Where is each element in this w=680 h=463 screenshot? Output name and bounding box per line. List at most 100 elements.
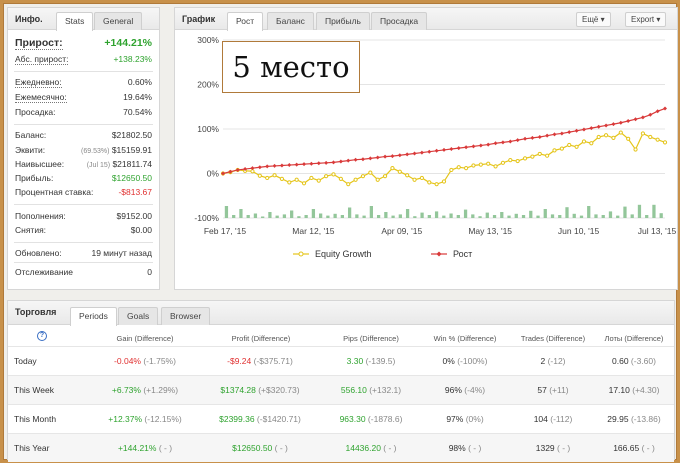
- equity-point: [287, 180, 292, 185]
- equity-point: [603, 133, 609, 138]
- tracking-value: 0: [147, 267, 152, 277]
- tab-stats[interactable]: Stats: [56, 12, 94, 31]
- growth-point: [316, 161, 321, 166]
- profit-value: $12650.50: [111, 173, 152, 183]
- cell-value: +6.73%: [111, 385, 141, 395]
- growth-point: [611, 122, 616, 127]
- cell-difference: (+4.30): [629, 385, 660, 395]
- volume-bar: [224, 206, 229, 218]
- help-icon[interactable]: ?: [37, 331, 47, 341]
- growth-point: [235, 167, 240, 172]
- volume-bar: [449, 213, 453, 218]
- cell-value: $2399.36: [219, 414, 255, 424]
- cell-value: 556.10: [340, 385, 367, 395]
- x-tick-label: Mar 12, '15: [292, 226, 335, 236]
- growth-point: [228, 169, 233, 174]
- daily-label[interactable]: Ежедневно:: [15, 77, 62, 88]
- growth-point: [294, 162, 299, 167]
- equity-point: [294, 177, 299, 182]
- equity-label: Эквити:: [15, 145, 46, 155]
- tab-general[interactable]: General: [94, 12, 143, 30]
- volume-bar: [630, 214, 634, 218]
- growth-point: [508, 139, 513, 144]
- growth-point: [353, 157, 358, 162]
- equity-point: [545, 153, 550, 158]
- equity-point: [412, 177, 417, 182]
- growth-point: [559, 131, 564, 136]
- growth-point: [272, 163, 277, 168]
- cell-difference: (-1.75%): [140, 356, 176, 366]
- tab-profit[interactable]: Прибыль: [316, 12, 370, 30]
- equity-point: [397, 169, 402, 174]
- growth-point: [523, 136, 528, 141]
- equity-point: [257, 173, 262, 178]
- volume-bar: [521, 215, 526, 218]
- chart-title: График: [182, 14, 216, 24]
- equity-point: [368, 170, 373, 175]
- balance-row: Баланс: $21802.50: [15, 130, 152, 142]
- volume-bar: [579, 215, 584, 218]
- tab-browser[interactable]: Browser: [161, 307, 211, 325]
- growth-point: [626, 118, 631, 123]
- divider: [14, 71, 153, 72]
- equity-pct: (69.53%): [81, 148, 110, 155]
- tab-balance[interactable]: Баланс: [267, 12, 314, 30]
- withdrawals-label: Снятия:: [15, 225, 47, 235]
- drawdown-label: Просадка:: [15, 107, 56, 117]
- equity-point: [471, 163, 476, 168]
- header-gain: Gain (Difference): [116, 334, 174, 343]
- row-label: Today: [14, 356, 37, 366]
- info-panel-header: Инфо. Stats General: [8, 8, 159, 31]
- withdrawals-row: Снятия: $0.00: [15, 225, 152, 237]
- abs-gain-label[interactable]: Абс. прирост:: [15, 54, 69, 65]
- more-button[interactable]: Ещё ▾: [576, 12, 611, 27]
- equity-value-group: (69.53%) $15159.91: [81, 145, 152, 155]
- growth-point: [515, 138, 520, 143]
- volume-bar: [369, 206, 373, 218]
- volume-bar: [442, 215, 446, 218]
- equity-point: [427, 180, 432, 185]
- growth-point: [655, 109, 660, 114]
- equity-value: $15159.91: [111, 145, 152, 155]
- divider: [14, 124, 153, 125]
- equity-point: [596, 134, 601, 140]
- equity-point: [589, 141, 594, 146]
- equity-point: [640, 131, 645, 136]
- volume-bar: [637, 204, 642, 218]
- header-pips: Pips (Difference): [343, 334, 399, 343]
- header-win: Win % (Difference): [433, 334, 497, 343]
- cell-value: 0.60: [612, 356, 629, 366]
- table-row: Today -0.04% (-1.75%) -$9.24 (-$375.71) 3.3…: [8, 346, 674, 375]
- export-button[interactable]: Export ▾: [625, 12, 667, 27]
- volume-bar: [239, 209, 243, 218]
- tab-growth[interactable]: Рост: [227, 12, 264, 31]
- deposits-row: Пополнения: $9152.00: [15, 211, 152, 223]
- growth-chart[interactable]: 300% 200% 100% 0% -100% Feb 17, '15 Mar 12, '1…: [175, 30, 677, 289]
- divider: [14, 242, 153, 243]
- volume-bar: [565, 207, 569, 218]
- daily-row: Ежедневно: 0.60%: [15, 77, 152, 89]
- drawdown-row: Просадка: 70.54%: [15, 107, 152, 119]
- growth-point: [427, 149, 432, 154]
- volume-bar: [333, 213, 337, 218]
- volume-bar: [376, 215, 381, 218]
- growth-point: [257, 165, 262, 170]
- volume-bar: [384, 212, 388, 218]
- tab-periods[interactable]: Periods: [70, 307, 117, 326]
- cell-difference: (-13.86): [628, 414, 661, 424]
- monthly-label[interactable]: Ежемесячно:: [15, 92, 67, 103]
- divider: [14, 262, 153, 263]
- volume-bar: [550, 214, 555, 218]
- volume-bar: [347, 207, 352, 218]
- cell-value: -0.04%: [114, 356, 141, 366]
- equity-point: [633, 147, 638, 152]
- gain-label[interactable]: Прирост:: [15, 37, 63, 50]
- volume-bar: [304, 215, 308, 218]
- equity-row: Эквити: (69.53%) $15159.91: [15, 145, 152, 157]
- tab-goals[interactable]: Goals: [118, 307, 159, 325]
- tab-drawdown[interactable]: Просадка: [371, 12, 428, 30]
- growth-point: [383, 154, 388, 159]
- cell-value: 96%: [444, 385, 462, 395]
- equity-point: [301, 181, 307, 186]
- y-tick-label: 0%: [207, 169, 220, 179]
